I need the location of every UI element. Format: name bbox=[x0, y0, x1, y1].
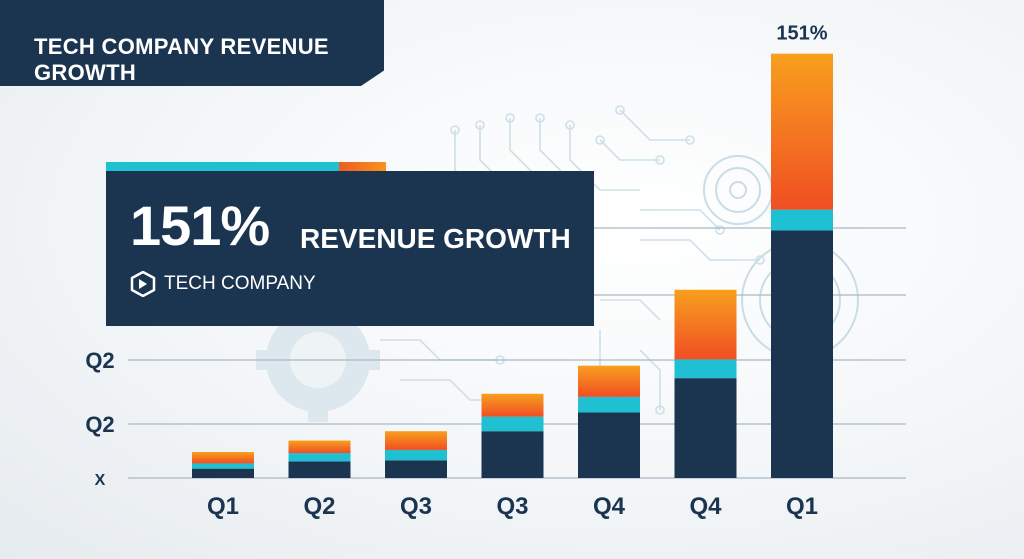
bars bbox=[192, 53, 833, 478]
bar-segment-base bbox=[674, 378, 737, 478]
bar-segment-base bbox=[771, 230, 833, 478]
bar-segment-base bbox=[578, 412, 640, 478]
x-tick-labels: Q1 Q2 Q3 Q3 Q4 Q4 Q1 bbox=[207, 493, 818, 520]
bar-segment-top bbox=[192, 452, 254, 464]
chart-title: TECH COMPANY REVENUE GROWTH bbox=[34, 34, 329, 85]
bar-segment-base bbox=[288, 461, 351, 478]
x-tick-label: Q1 bbox=[786, 493, 818, 520]
title-banner: TECH COMPANY REVENUE GROWTH bbox=[0, 0, 384, 86]
hero-company: TECH COMPANY bbox=[130, 271, 316, 297]
bar-segment-top bbox=[481, 393, 544, 417]
bar-segment-middle bbox=[674, 359, 737, 379]
bar-annotation: 151% bbox=[776, 23, 827, 45]
bar-segment-base bbox=[385, 460, 447, 478]
bar-segment-middle bbox=[481, 416, 544, 432]
company-name: TECH COMPANY bbox=[164, 273, 316, 294]
hero-accent-stripe-orange bbox=[339, 162, 386, 171]
y-tick-label: Q2 bbox=[85, 348, 114, 373]
hero-card: 151% REVENUE GROWTH TECH COMPANY bbox=[106, 171, 594, 326]
bar-segment-top bbox=[288, 440, 351, 454]
x-tick-label: Q1 bbox=[207, 493, 239, 520]
hero-value: 151% bbox=[130, 194, 270, 257]
bar-segment-top bbox=[385, 431, 447, 450]
hero-label: REVENUE GROWTH bbox=[300, 223, 571, 254]
bar-segment-top bbox=[674, 289, 737, 360]
bar-segment-middle bbox=[288, 453, 351, 462]
x-tick-label: Q2 bbox=[303, 493, 335, 520]
y-tick-label: Q2 bbox=[85, 412, 114, 437]
company-logo-icon bbox=[130, 271, 156, 297]
bar-segment-middle bbox=[771, 209, 833, 231]
hero-accent-stripe bbox=[106, 162, 339, 171]
y-tick-label: X bbox=[95, 472, 106, 489]
bar-segment-base bbox=[192, 468, 254, 478]
bar-segment-top bbox=[771, 53, 833, 210]
bar-segment-base bbox=[481, 431, 544, 478]
x-tick-label: Q4 bbox=[689, 493, 722, 520]
bar-segment-middle bbox=[385, 449, 447, 461]
y-tick-labels: X Q2 Q2 bbox=[85, 348, 114, 489]
x-tick-label: Q4 bbox=[593, 493, 626, 520]
bar-segment-middle bbox=[192, 463, 254, 469]
x-tick-label: Q3 bbox=[400, 493, 432, 520]
bar-segment-middle bbox=[578, 396, 640, 413]
bar-segment-top bbox=[578, 365, 640, 397]
x-tick-label: Q3 bbox=[496, 493, 528, 520]
